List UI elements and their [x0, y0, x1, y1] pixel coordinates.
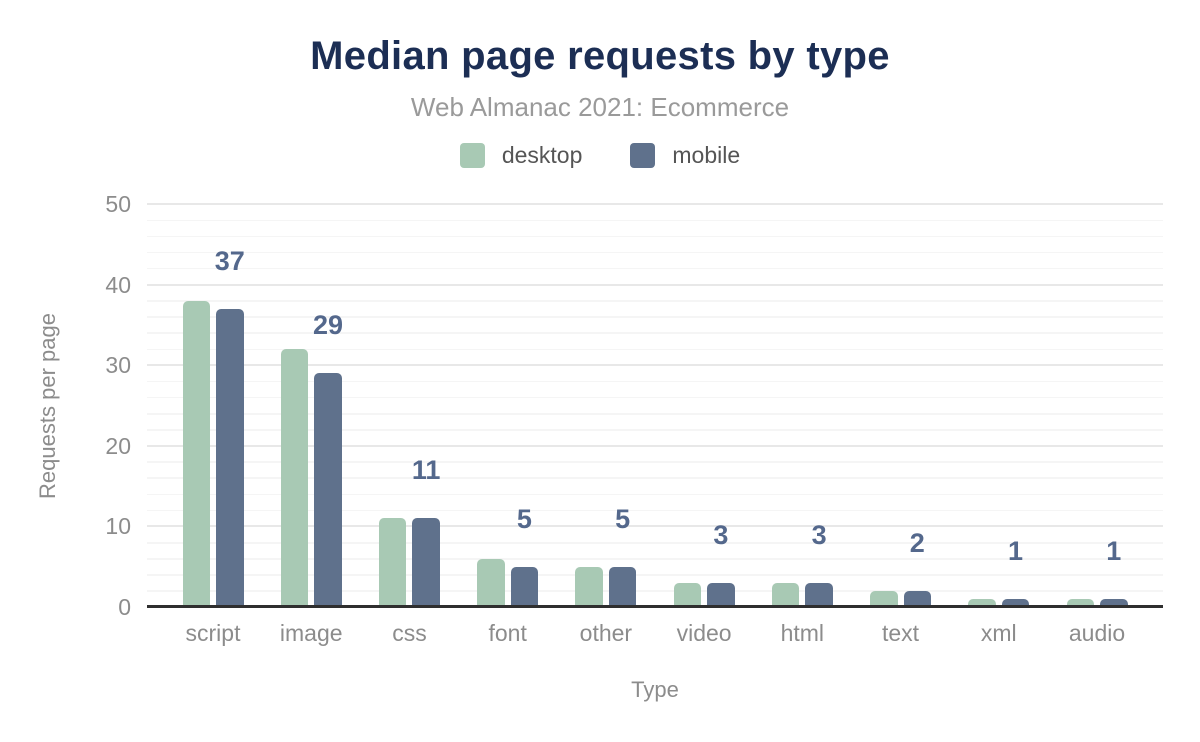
bar-mobile-other: [608, 566, 637, 607]
chart-title: Median page requests by type: [310, 34, 890, 78]
x-tick-font: font: [488, 620, 527, 646]
chart-subtitle: Web Almanac 2021: Ecommerce: [410, 92, 790, 122]
value-label-script: 37: [214, 245, 245, 276]
y-tick-20: 20: [105, 432, 131, 459]
legend: desktop mobile: [0, 142, 1200, 169]
plot-area: Requests per page Type 0 10 20 30 40 50 37 scri…: [35, 191, 1163, 702]
bar-mobile-script: [216, 308, 244, 607]
y-tick-40: 40: [105, 271, 131, 298]
minor-gridline: [147, 396, 1163, 399]
legend-item-desktop: desktop: [459, 142, 583, 169]
y-tick-50: 50: [105, 191, 131, 217]
x-tick-script: script: [185, 620, 241, 646]
bar-desktop-image: [280, 349, 309, 607]
minor-gridline: [147, 461, 1163, 463]
x-tick-text: text: [882, 620, 920, 646]
bar-mobile-xml: [1001, 598, 1030, 607]
value-label-html: 3: [811, 519, 827, 550]
minor-gridline: [147, 300, 1163, 302]
bar-desktop-xml: [968, 598, 996, 607]
bar-mobile-video: [707, 582, 735, 607]
bar-desktop-other: [575, 566, 603, 607]
minor-gridline: [147, 316, 1163, 318]
value-label-text: 2: [909, 527, 925, 558]
bar-desktop-font: [477, 558, 505, 607]
x-tick-image: image: [279, 620, 343, 646]
major-gridline: [147, 525, 1163, 528]
x-tick-css: css: [392, 620, 427, 646]
minor-gridline: [147, 348, 1163, 351]
legend-swatch-mobile: [630, 143, 656, 168]
minor-gridline: [147, 412, 1163, 415]
value-label-audio: 1: [1106, 535, 1122, 566]
bar-mobile-font: [510, 566, 539, 607]
bar-desktop-script: [182, 300, 210, 607]
x-axis-title: Type: [631, 677, 679, 702]
y-tick-0: 0: [118, 594, 131, 620]
minor-gridline: [147, 493, 1163, 496]
x-axis-line: [147, 605, 1163, 608]
bar-desktop-video: [673, 582, 702, 607]
minor-gridline: [147, 380, 1163, 383]
minor-gridline: [147, 574, 1163, 576]
y-tick-30: 30: [105, 352, 131, 379]
major-gridline: [147, 283, 1163, 286]
value-label-xml: 1: [1008, 535, 1024, 566]
minor-gridline: [147, 235, 1163, 238]
value-label-css: 11: [411, 455, 441, 486]
legend-label-mobile: mobile: [672, 142, 741, 168]
legend-label-desktop: desktop: [501, 142, 583, 168]
minor-gridline: [147, 332, 1163, 334]
bar-desktop-html: [771, 582, 800, 607]
minor-gridline: [147, 590, 1163, 592]
x-tick-other: other: [579, 620, 633, 646]
bar-mobile-audio: [1100, 598, 1128, 607]
y-tick-10: 10: [105, 513, 131, 540]
x-tick-xml: xml: [980, 620, 1017, 646]
legend-swatch-desktop: [459, 143, 485, 168]
bar-mobile-css: [412, 518, 440, 607]
bar-desktop-css: [378, 518, 407, 607]
minor-gridline: [147, 541, 1163, 544]
y-axis-title: Requests per page: [35, 312, 60, 499]
legend-item-mobile: mobile: [630, 142, 740, 169]
minor-gridline: [147, 509, 1163, 512]
major-gridline: [147, 203, 1163, 205]
bar-mobile-image: [314, 373, 342, 607]
x-tick-audio: audio: [1068, 620, 1126, 646]
bar-mobile-text: [903, 590, 932, 607]
x-tick-html: html: [780, 620, 825, 646]
value-label-video: 3: [713, 519, 729, 550]
minor-gridline: [147, 477, 1163, 480]
x-tick-video: video: [676, 620, 732, 646]
minor-gridline: [147, 219, 1163, 222]
value-label-font: 5: [516, 503, 532, 534]
value-label-image: 29: [312, 310, 343, 341]
minor-gridline: [147, 558, 1163, 560]
minor-gridline: [147, 251, 1163, 254]
major-gridline: [147, 364, 1163, 367]
bar-mobile-html: [805, 582, 833, 607]
bar-desktop-text: [870, 590, 898, 607]
bar-desktop-audio: [1066, 598, 1094, 607]
value-label-other: 5: [615, 503, 631, 534]
minor-gridline: [147, 267, 1163, 270]
minor-gridline: [147, 429, 1163, 431]
major-gridline: [147, 444, 1163, 447]
